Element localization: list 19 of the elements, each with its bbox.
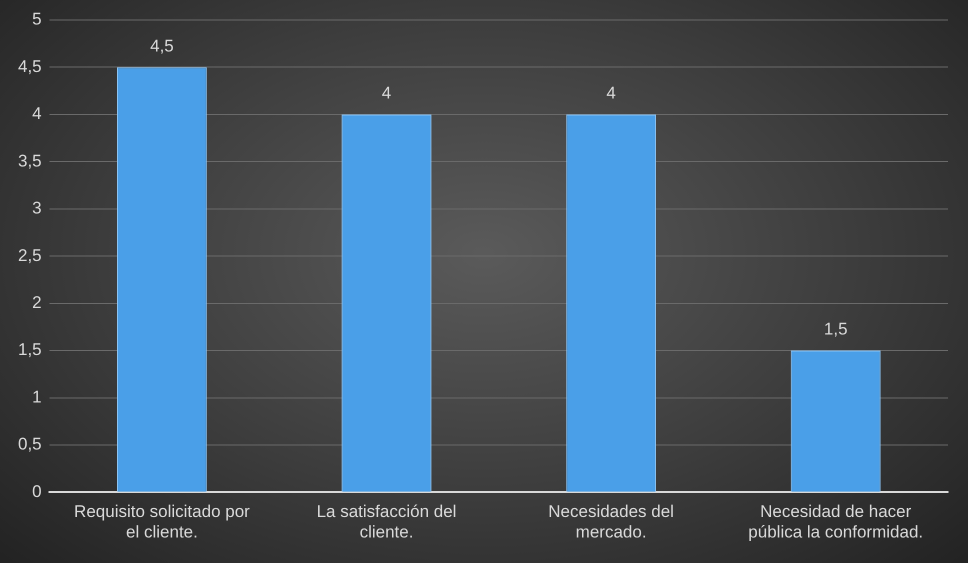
y-tick-label: 3	[32, 198, 42, 218]
y-tick-label: 1	[32, 387, 42, 406]
y-tick-label: 1,5	[18, 340, 42, 360]
x-tick-label: La satisfacción del cliente.	[316, 502, 456, 542]
y-tick-label: 0	[32, 482, 42, 501]
y-tick-label: 5	[32, 10, 42, 29]
y-tick-label: 2	[32, 293, 42, 312]
y-tick-label: 2,5	[18, 246, 42, 265]
data-label: 4,5	[150, 36, 174, 56]
x-tick-label: Necesidad de hacer pública la conformidad.	[748, 502, 924, 542]
x-tick-label: Necesidades del mercado.	[548, 502, 674, 542]
data-label: 1,5	[824, 320, 848, 339]
x-tick-label: Requisito solicitado por el cliente.	[74, 502, 250, 542]
data-label: 4	[606, 84, 616, 103]
y-tick-label: 4,5	[18, 56, 42, 76]
y-tick-label: 4	[32, 104, 42, 124]
data-label: 4	[382, 84, 392, 103]
y-tick-label: 3,5	[18, 151, 42, 170]
y-tick-label: 0,5	[18, 434, 42, 454]
